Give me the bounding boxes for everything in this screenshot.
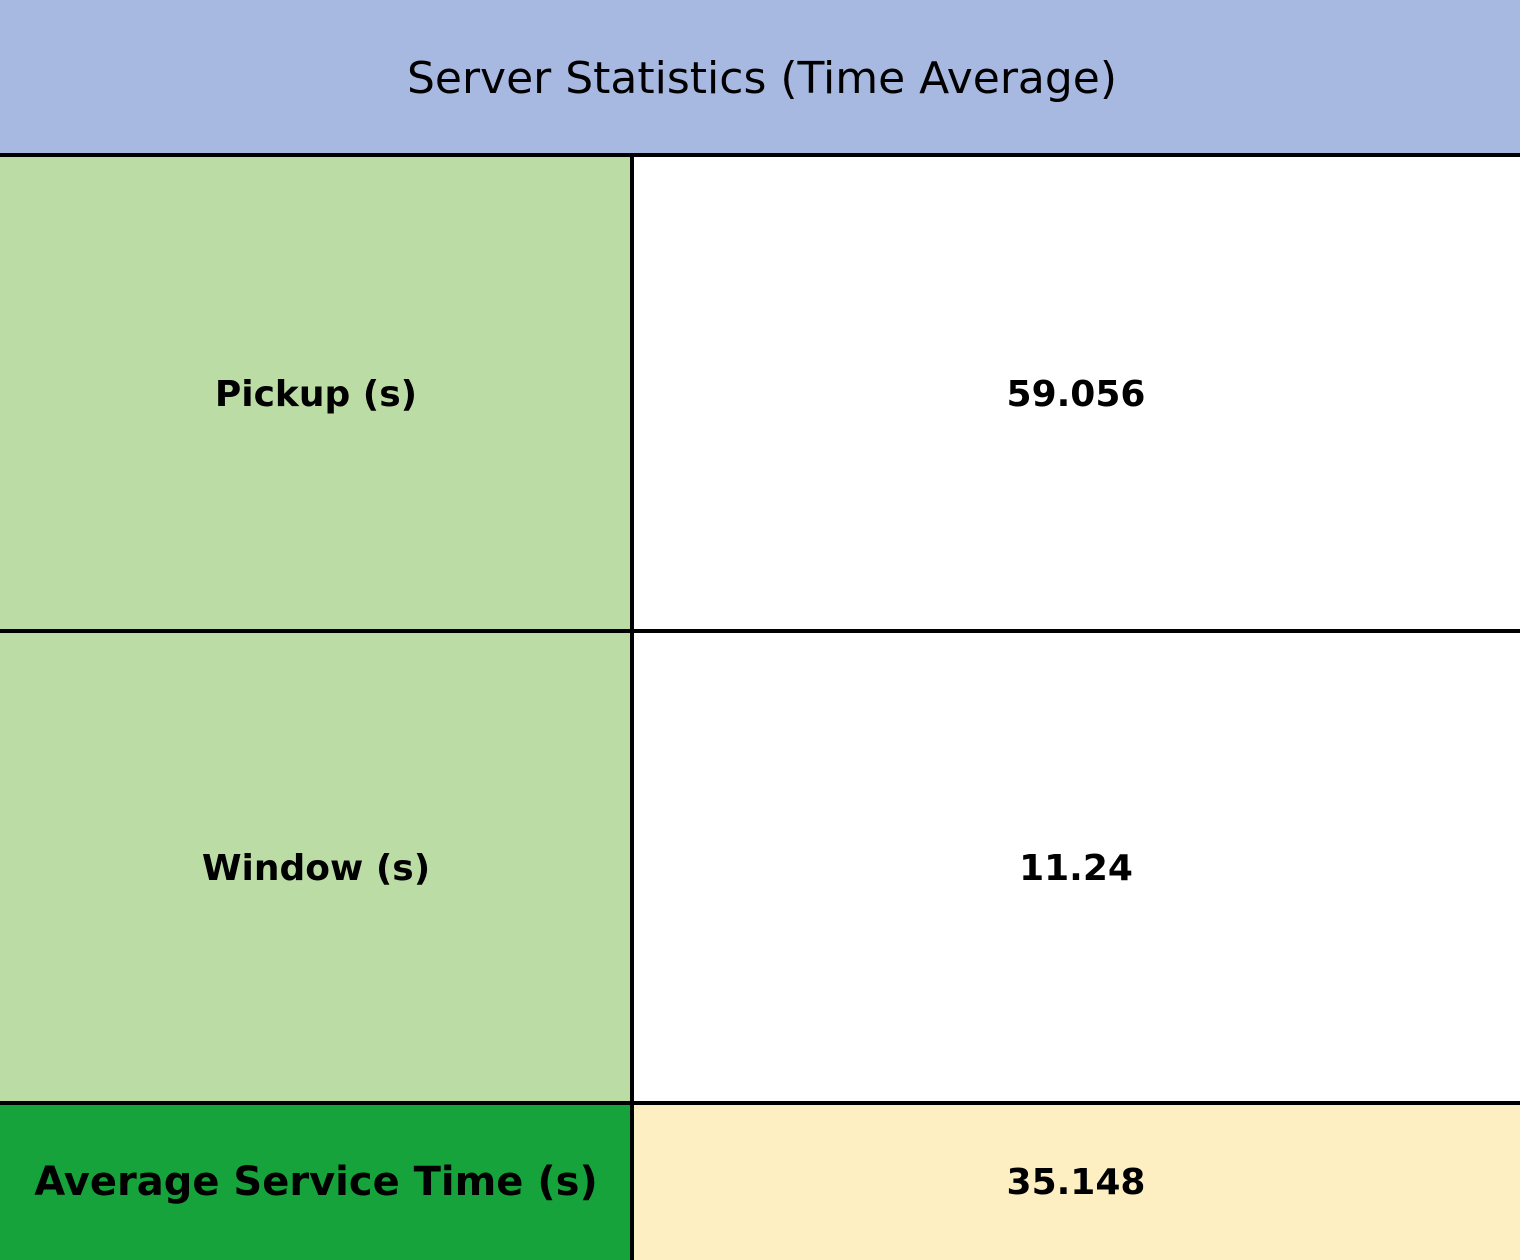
row-value-text: 59.056 [1006, 373, 1146, 415]
row-label-pickup: Pickup (s) [0, 156, 632, 632]
row-value-text: 11.24 [1019, 847, 1133, 889]
row-label-text: Pickup (s) [214, 373, 418, 415]
summary-label-cell: Average Service Time (s) [0, 1104, 632, 1260]
row-label-window: Window (s) [0, 632, 632, 1104]
table-title: Server Statistics (Time Average) [406, 52, 1118, 104]
row-value-pickup: 59.056 [632, 156, 1520, 632]
grid-line-row-2 [0, 1101, 1520, 1105]
row-value-window: 11.24 [632, 632, 1520, 1104]
summary-value-cell: 35.148 [632, 1104, 1520, 1260]
grid-line-column [630, 154, 634, 1260]
grid-line-header [0, 153, 1520, 157]
summary-value-text: 35.148 [1006, 1161, 1146, 1203]
summary-label-text: Average Service Time (s) [34, 1159, 598, 1205]
grid-line-row-1 [0, 629, 1520, 633]
table-header: Server Statistics (Time Average) [0, 0, 1520, 154]
row-label-text: Window (s) [201, 847, 431, 889]
